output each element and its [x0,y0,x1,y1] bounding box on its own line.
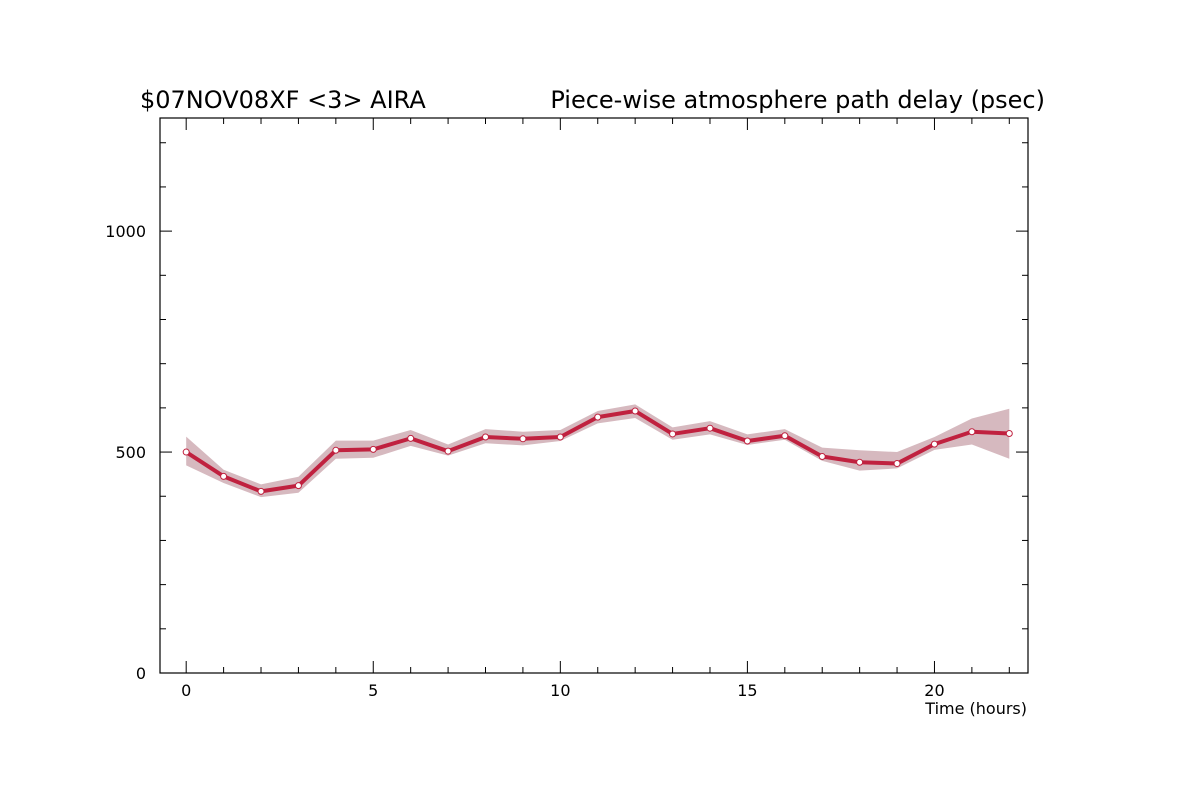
data-point [856,458,864,466]
data-point [182,448,190,456]
plot-area [182,404,1013,498]
data-point [332,446,340,454]
data-point [669,430,677,438]
data-point [444,447,452,455]
data-point [556,433,564,441]
data-point [930,440,938,448]
y-tick-label: 500 [115,443,146,462]
data-point [220,472,228,480]
data-point [781,432,789,440]
axis-tick-labels: 0 5 10 15 20 0 500 1000 [105,222,944,700]
x-tick-label: 15 [737,681,757,700]
x-axis-label: Time (hours) [924,699,1027,718]
y-tick-label: 1000 [105,222,146,241]
data-point [369,445,377,453]
data-point [519,435,527,443]
data-point [818,452,826,460]
x-tick-label: 10 [550,681,570,700]
data-point [1005,430,1013,438]
chart-title-right: Piece-wise atmosphere path delay (psec) [550,86,1045,114]
data-point [706,424,714,432]
data-point [631,407,639,415]
data-point [743,437,751,445]
axis-ticks [160,118,1028,674]
data-point [594,413,602,421]
x-tick-label: 0 [181,681,191,700]
x-tick-label: 20 [924,681,944,700]
data-point [407,434,415,442]
data-point [257,487,265,495]
chart-title-left: $07NOV08XF <3> AIRA [140,86,426,114]
data-point [893,460,901,468]
x-tick-label: 5 [368,681,378,700]
data-point [968,428,976,436]
plot-frame [159,117,1029,674]
data-point [294,482,302,490]
y-tick-label: 0 [136,664,146,683]
data-point [482,433,489,441]
